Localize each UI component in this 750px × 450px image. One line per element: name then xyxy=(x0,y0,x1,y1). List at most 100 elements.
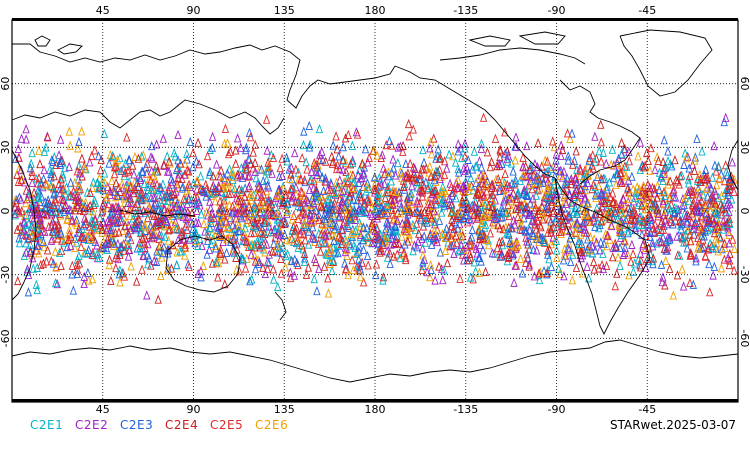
observation-marker-c2e2 xyxy=(581,224,589,234)
observation-marker-c2e3 xyxy=(540,265,548,276)
observation-marker-c2e4 xyxy=(539,214,547,224)
observation-marker-c2e4 xyxy=(31,232,40,242)
observation-marker-c2e5 xyxy=(178,173,186,183)
observation-marker-c2e2 xyxy=(544,176,552,186)
observation-marker-c2e2 xyxy=(679,281,688,291)
observation-marker-c2e4 xyxy=(701,173,709,183)
observation-marker-c2e2 xyxy=(475,156,484,166)
observation-marker-c2e2 xyxy=(76,168,84,178)
observation-marker-c2e2 xyxy=(66,240,75,250)
observation-marker-c2e6 xyxy=(467,240,475,250)
observation-marker-c2e2 xyxy=(557,150,565,160)
observation-marker-c2e4 xyxy=(242,164,251,174)
observation-marker-c2e6 xyxy=(280,183,288,193)
observation-marker-c2e2 xyxy=(616,175,625,185)
observation-marker-c2e1 xyxy=(352,248,361,258)
observation-marker-c2e1 xyxy=(451,157,460,167)
observation-marker-c2e3 xyxy=(509,166,517,176)
observation-marker-c2e3 xyxy=(39,236,48,247)
observation-marker-c2e5 xyxy=(214,272,222,282)
observation-marker-c2e2 xyxy=(194,268,202,279)
observation-marker-c2e5 xyxy=(294,213,302,223)
observation-marker-c2e3 xyxy=(583,198,592,208)
observation-marker-c2e1 xyxy=(239,235,247,246)
observation-marker-c2e3 xyxy=(448,190,456,200)
observation-marker-c2e2 xyxy=(102,225,111,235)
observation-marker-c2e5 xyxy=(204,231,212,241)
observation-marker-c2e1 xyxy=(364,230,373,240)
observation-marker-c2e3 xyxy=(99,184,107,195)
observation-marker-c2e1 xyxy=(315,123,324,134)
observation-marker-c2e3 xyxy=(502,194,510,204)
observation-marker-c2e1 xyxy=(413,182,422,192)
bottom-lon-tick-label: -45 xyxy=(638,403,656,416)
observation-marker-c2e2 xyxy=(457,239,465,250)
observation-marker-c2e1 xyxy=(239,254,247,264)
observation-marker-c2e5 xyxy=(247,228,255,238)
observation-marker-c2e5 xyxy=(602,260,611,271)
observation-marker-c2e3 xyxy=(398,168,406,178)
observation-marker-c2e4 xyxy=(61,202,69,212)
observation-marker-c2e5 xyxy=(185,261,193,272)
observation-marker-c2e6 xyxy=(163,264,172,274)
observation-marker-c2e1 xyxy=(693,175,702,186)
observation-marker-c2e5 xyxy=(357,195,365,205)
observation-marker-c2e4 xyxy=(115,227,123,237)
observation-marker-c2e4 xyxy=(716,233,725,243)
observation-marker-c2e5 xyxy=(57,194,66,204)
observation-marker-c2e5 xyxy=(278,153,286,163)
observation-marker-c2e6 xyxy=(199,260,208,270)
observation-marker-c2e4 xyxy=(13,224,22,234)
observation-marker-c2e4 xyxy=(43,245,52,255)
observation-marker-c2e5 xyxy=(299,207,307,217)
observation-marker-c2e3 xyxy=(274,185,283,195)
observation-marker-c2e5 xyxy=(306,175,314,186)
observation-marker-c2e4 xyxy=(494,220,502,230)
observation-marker-c2e6 xyxy=(721,242,729,253)
observation-marker-c2e4 xyxy=(532,224,540,234)
observation-marker-c2e5 xyxy=(512,196,521,206)
observation-marker-c2e3 xyxy=(75,136,83,146)
observation-marker-c2e3 xyxy=(206,166,214,176)
observation-marker-c2e5 xyxy=(531,219,539,229)
observation-marker-c2e4 xyxy=(30,187,38,197)
observation-marker-c2e5 xyxy=(483,186,491,196)
observation-marker-c2e5 xyxy=(447,221,455,231)
observation-marker-c2e3 xyxy=(312,205,320,215)
observation-marker-c2e1 xyxy=(294,242,302,252)
observation-marker-c2e6 xyxy=(310,161,319,171)
observation-marker-c2e1 xyxy=(551,216,560,226)
observation-marker-c2e2 xyxy=(408,181,416,191)
observation-marker-c2e3 xyxy=(203,249,211,259)
observation-marker-c2e6 xyxy=(285,173,294,184)
observation-marker-c2e6 xyxy=(112,156,120,167)
observation-marker-c2e4 xyxy=(666,176,674,186)
observation-marker-c2e2 xyxy=(504,150,512,160)
observation-marker-c2e2 xyxy=(286,267,294,277)
observation-marker-c2e2 xyxy=(602,158,610,168)
observation-marker-c2e6 xyxy=(101,177,109,187)
observation-marker-c2e1 xyxy=(473,161,481,171)
observation-marker-c2e6 xyxy=(43,180,51,190)
observation-marker-c2e5 xyxy=(384,184,392,194)
observation-marker-c2e1 xyxy=(137,226,145,237)
observation-marker-c2e1 xyxy=(256,233,265,243)
observation-marker-c2e4 xyxy=(637,262,645,272)
observation-marker-c2e3 xyxy=(328,204,337,215)
observation-marker-c2e1 xyxy=(393,226,401,236)
observation-marker-c2e1 xyxy=(383,232,392,242)
observation-marker-c2e5 xyxy=(291,225,299,235)
observation-marker-c2e4 xyxy=(116,249,124,259)
observation-marker-c2e3 xyxy=(529,230,537,241)
observation-marker-c2e1 xyxy=(675,250,684,260)
observation-marker-c2e4 xyxy=(28,170,36,180)
observation-marker-c2e6 xyxy=(598,215,607,225)
observation-marker-c2e5 xyxy=(625,156,633,166)
observation-marker-c2e2 xyxy=(212,159,221,169)
observation-marker-c2e3 xyxy=(539,234,547,245)
observation-marker-c2e3 xyxy=(518,268,527,278)
observation-marker-c2e4 xyxy=(404,236,412,246)
observation-marker-c2e5 xyxy=(667,199,675,209)
observation-marker-c2e2 xyxy=(38,207,46,217)
observation-marker-c2e5 xyxy=(364,196,373,206)
